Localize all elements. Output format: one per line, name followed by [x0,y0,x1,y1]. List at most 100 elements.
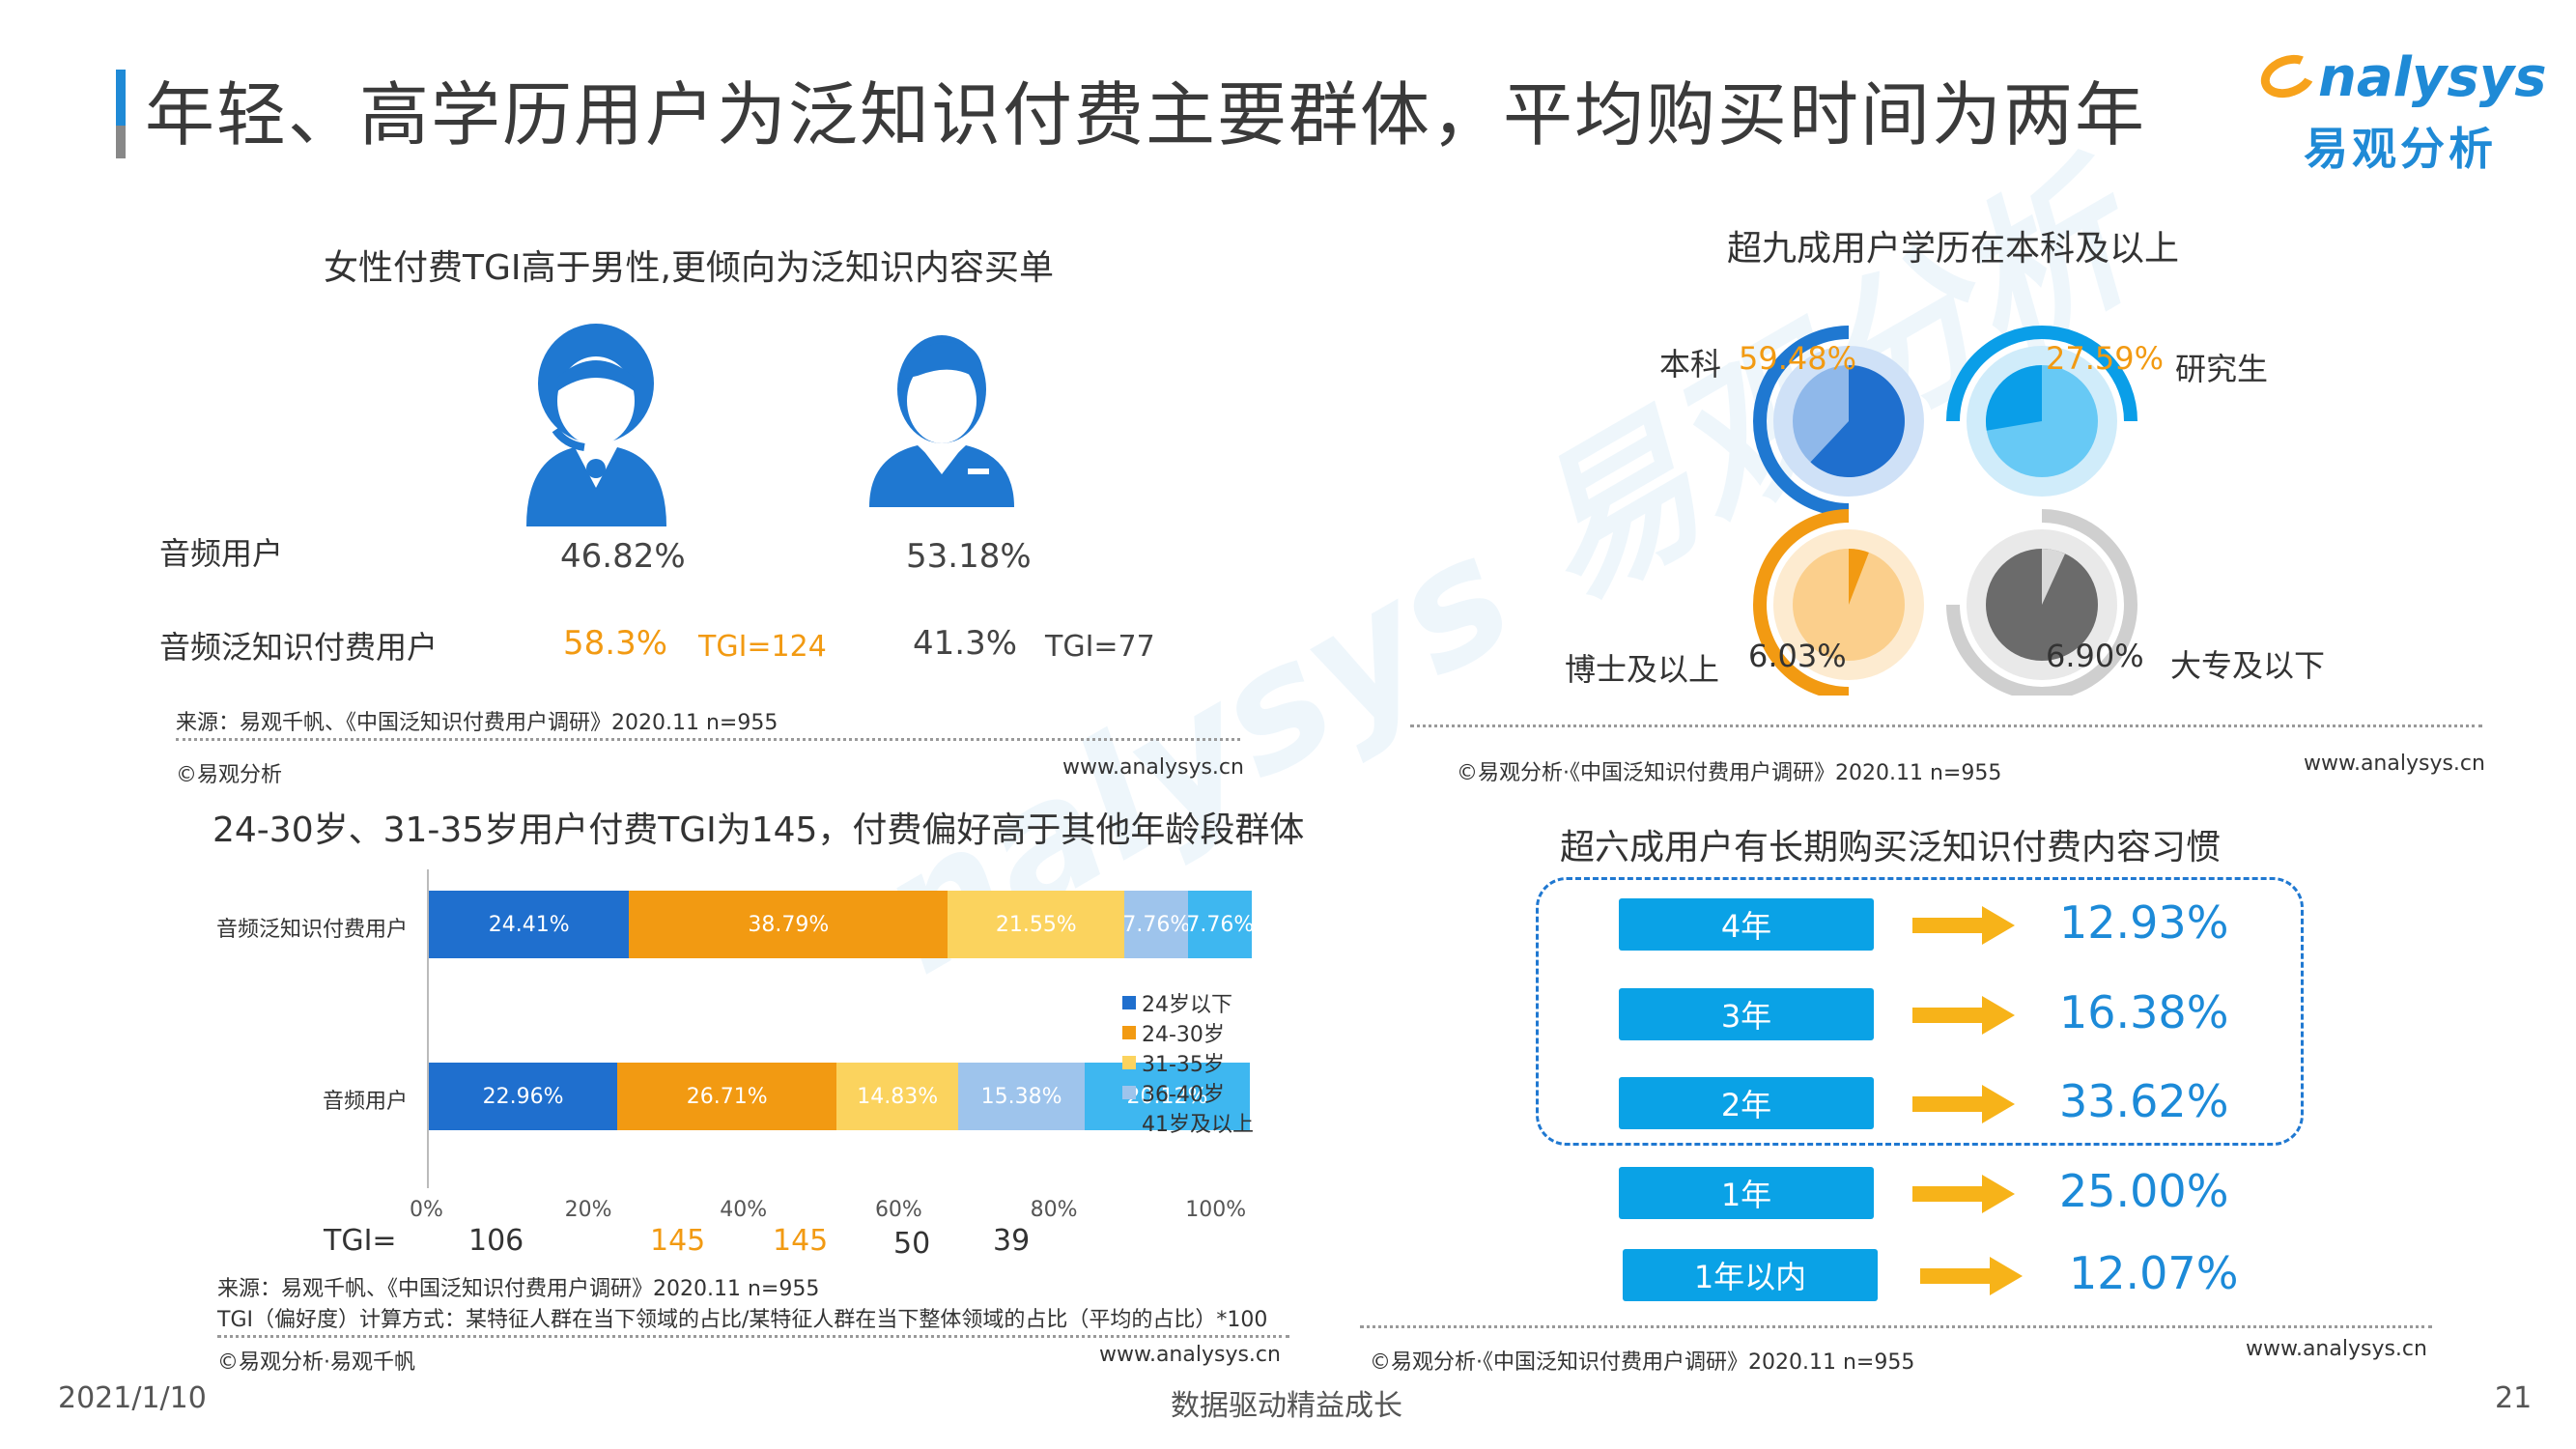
male-paid-value: 41.3% [913,624,1017,663]
phd-label: 博士及以上 [1565,645,1719,690]
bachelor-pct: 59.48% [1739,340,1856,377]
bar-segment: 24.41% [429,891,629,958]
data-label: 38.79% [748,913,829,937]
data-label: 7.76% [1186,913,1254,937]
college-label: 大专及以下 [2170,641,2325,686]
duration-section-title: 超六成用户有长期购买泛知识付费内容习惯 [1560,819,2221,869]
age-tgi-formula: TGI（偏好度）计算方式：某特征人群在当下领域的占比/某特征人群在当下整体领域的… [217,1302,1267,1333]
data-label: 7.76% [1122,913,1190,937]
divider [1360,1325,2432,1328]
divider [217,1335,1289,1338]
paid-users-label: 音频泛知识付费用户 [159,623,438,668]
duration-label-box: 3年 [1619,988,1874,1040]
arrow-right-icon [1920,1257,2023,1299]
education-url: www.analysys.cn [2304,752,2485,776]
legend-label: 24岁以下 [1142,987,1232,1018]
age-source: 来源：易观千帆、《中国泛知识付费用户调研》2020.11 n=955 [217,1271,819,1302]
data-label: 26.71% [687,1085,768,1109]
duration-label-box: 1年以内 [1623,1249,1878,1301]
legend-item: 41岁及以上 [1122,1107,1254,1137]
duration-label-box: 4年 [1619,898,1874,951]
duration-percent: 12.93% [2059,896,2228,949]
legend-swatch [1122,1086,1136,1099]
bar-segment: 22.96% [429,1063,617,1130]
data-label: 24.41% [489,913,570,937]
tgi-value: 50 [893,1227,930,1261]
graduate-pct: 27.59% [2046,340,2164,377]
education-section-title: 超九成用户学历在本科及以上 [1727,220,2179,270]
bar-segment: 7.76% [1124,891,1188,958]
bar-segment: 14.83% [836,1063,958,1130]
male-user-icon [860,324,1024,517]
legend-label: 36-40岁 [1142,1077,1225,1108]
x-tick-label: 60% [875,1198,922,1222]
legend-swatch [1122,996,1136,1009]
female-paid-value: 58.3% [563,624,667,663]
x-tick-label: 0% [410,1198,443,1222]
bar-row: 24.41% 38.79% 21.55% 7.76% 7.76% [429,891,1250,958]
footer-page-number: 21 [2495,1381,2532,1415]
data-label: 21.55% [996,913,1077,937]
tgi-value: 145 [773,1224,828,1258]
legend-label: 24-30岁 [1142,1017,1225,1048]
category-label: 音频泛知识付费用户 [216,912,408,943]
legend-label: 31-35岁 [1142,1047,1225,1078]
age-section-title: 24-30岁、31-35岁用户付费TGI为145，付费偏好高于其他年龄段群体 [212,802,1304,852]
arrow-right-icon [1912,1085,2015,1127]
title-accent-bar-grey [116,126,126,158]
bar-segment: 38.79% [629,891,948,958]
duration-percent: 12.07% [2069,1247,2238,1299]
page-title: 年轻、高学历用户为泛知识付费主要群体，平均购买时间为两年 [145,58,2146,159]
audio-users-label: 音频用户 [159,529,283,574]
age-stacked-bar-chart: 音频泛知识付费用户音频用户 24.41% 38.79% 21.55% 7.76% 7.7… [174,869,1285,1265]
gender-url: www.analysys.cn [1062,755,1244,780]
duration-source: ©易观分析·《中国泛知识付费用户调研》2020.11 n=955 [1370,1345,1914,1376]
duration-percent: 16.38% [2059,986,2228,1038]
male-audio-value: 53.18% [906,537,1032,576]
bachelor-label: 本科 [1659,340,1721,384]
x-tick-label: 80% [1031,1198,1078,1222]
gender-copyright: ©易观分析 [176,757,282,788]
tgi-value: 106 [468,1224,524,1258]
divider [1410,724,2482,727]
data-label: 14.83% [857,1085,938,1109]
arrow-right-icon [1912,906,2015,949]
duration-url: www.analysys.cn [2246,1337,2427,1361]
age-copyright: ©易观分析·易观千帆 [217,1345,415,1376]
bar-segment: 15.38% [958,1063,1085,1130]
female-tgi: TGI=124 [698,630,827,664]
category-label: 音频用户 [323,1084,408,1115]
legend-swatch [1122,1116,1136,1129]
female-user-icon [517,324,676,526]
duration-percent: 25.00% [2059,1165,2228,1217]
legend-swatch [1122,1026,1136,1039]
footer-slogan: 数据驱动精益成长 [1171,1381,1402,1424]
legend-item: 31-35岁 [1122,1047,1254,1077]
duration-label-box: 1年 [1619,1167,1874,1219]
tgi-value: 145 [650,1224,705,1258]
legend-item: 36-40岁 [1122,1077,1254,1107]
legend-item: 24岁以下 [1122,987,1254,1017]
tgi-value: 39 [993,1224,1030,1258]
bar-segment: 26.71% [617,1063,836,1130]
logo-ring-icon [2255,47,2322,104]
tgi-row-label: TGI= [324,1224,397,1258]
male-tgi: TGI=77 [1045,630,1155,664]
duration-label-box: 2年 [1619,1077,1874,1129]
age-legend: 24岁以下 24-30岁 31-35岁 36-40岁 41岁及以上 [1122,987,1254,1137]
age-url: www.analysys.cn [1099,1343,1281,1367]
bar-segment: 7.76% [1188,891,1252,958]
legend-label: 41岁及以上 [1142,1107,1254,1138]
gender-source: 来源：易观千帆、《中国泛知识付费用户调研》2020.11 n=955 [176,705,778,736]
arrow-right-icon [1912,1175,2015,1217]
x-tick-label: 40% [720,1198,767,1222]
x-tick-label: 100% [1185,1198,1246,1222]
divider [176,738,1240,741]
data-label: 15.38% [981,1085,1062,1109]
duration-percent: 33.62% [2059,1075,2228,1127]
logo-text: nalysys [2318,46,2547,109]
education-source: ©易观分析·《中国泛知识付费用户调研》2020.11 n=955 [1457,755,2001,786]
arrow-right-icon [1912,996,2015,1038]
bar-segment: 21.55% [948,891,1124,958]
college-pct: 6.90% [2046,638,2144,674]
